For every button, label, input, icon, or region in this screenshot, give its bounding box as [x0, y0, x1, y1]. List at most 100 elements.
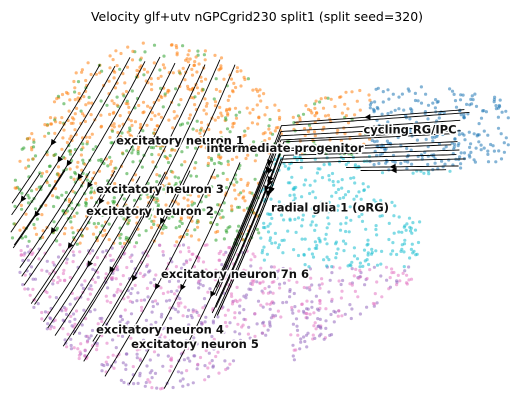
cell-point	[241, 134, 245, 138]
cell-point	[494, 160, 498, 164]
cell-point	[167, 216, 171, 220]
cell-point	[222, 253, 226, 257]
cell-point	[197, 313, 201, 318]
cell-point	[114, 277, 118, 281]
cell-point	[410, 162, 414, 166]
cell-point	[301, 218, 305, 222]
cell-point	[203, 243, 207, 247]
cell-point	[24, 212, 28, 216]
cell-point	[107, 238, 111, 242]
cell-point	[124, 89, 129, 94]
cell-point	[145, 348, 149, 352]
cell-point	[337, 279, 341, 283]
cell-point	[497, 149, 501, 153]
cell-point	[202, 297, 207, 301]
cell-point	[342, 249, 346, 253]
cell-point	[149, 82, 154, 86]
cell-point	[219, 56, 224, 60]
cell-point	[408, 129, 412, 134]
cell-point	[479, 143, 483, 147]
cell-point	[152, 43, 157, 47]
cell-point	[313, 102, 317, 106]
cell-point	[136, 291, 140, 295]
cell-point	[173, 244, 177, 248]
cell-point	[341, 278, 345, 283]
cell-point	[91, 232, 96, 236]
cell-point	[96, 275, 100, 279]
cell-point	[112, 122, 116, 126]
cell-point	[10, 236, 15, 240]
cell-point	[74, 309, 79, 313]
cell-point	[201, 306, 205, 310]
cell-point	[80, 168, 84, 172]
cell-point	[110, 129, 115, 133]
cell-point	[75, 296, 80, 300]
cell-point	[255, 103, 259, 107]
cell-point	[335, 252, 339, 256]
cell-point	[87, 287, 91, 291]
cluster-label: excitatory neuron 3	[96, 182, 224, 196]
cell-point	[217, 68, 221, 72]
cell-point	[89, 196, 94, 200]
cell-point	[145, 264, 149, 268]
cell-point	[82, 95, 86, 99]
cell-point	[18, 228, 22, 232]
cell-point	[119, 289, 123, 293]
cell-point	[308, 267, 312, 271]
cell-point	[135, 352, 139, 356]
cell-point	[117, 124, 121, 128]
cell-point	[40, 310, 44, 315]
cell-point	[329, 97, 333, 101]
cell-point	[206, 161, 210, 165]
cell-point	[186, 346, 190, 351]
cell-point	[61, 271, 65, 276]
cell-point	[419, 85, 423, 89]
cell-point	[395, 283, 399, 287]
cell-point	[189, 188, 193, 192]
cell-point	[73, 170, 77, 175]
cell-point	[469, 97, 473, 101]
cell-point	[314, 294, 318, 298]
cell-point	[196, 49, 200, 53]
cell-point	[104, 249, 109, 253]
cell-point	[224, 367, 228, 372]
cell-point	[336, 187, 341, 192]
cell-point	[183, 305, 187, 309]
cell-point	[161, 327, 165, 331]
cell-point	[54, 296, 59, 300]
cell-point	[261, 321, 265, 325]
cell-point	[58, 121, 62, 125]
cell-point	[256, 122, 260, 126]
streamline-arrowhead	[131, 274, 138, 282]
cell-point	[201, 260, 206, 264]
cell-point	[208, 361, 212, 365]
cell-point	[259, 266, 263, 270]
cell-point	[484, 110, 488, 114]
cell-point	[295, 158, 299, 162]
cell-point	[61, 249, 66, 253]
cell-point	[112, 196, 116, 200]
cell-point	[43, 123, 47, 127]
cell-point	[145, 123, 149, 127]
cell-point	[108, 112, 112, 116]
cell-point	[66, 332, 70, 336]
cell-point	[235, 155, 239, 159]
cell-point	[96, 322, 100, 326]
cell-point	[193, 228, 197, 232]
cell-point	[297, 309, 301, 313]
cell-point	[149, 323, 153, 327]
cell-point	[220, 263, 224, 267]
cell-point	[230, 294, 234, 298]
cell-point	[130, 151, 134, 155]
cell-point	[190, 252, 194, 256]
cell-point	[242, 317, 246, 321]
cell-point	[482, 109, 486, 113]
streamline	[104, 168, 216, 377]
chart-title: Velocity glf+utv nGPCgrid230 split1 (spl…	[91, 9, 423, 24]
cell-point	[116, 130, 120, 135]
cell-point	[100, 369, 104, 373]
cell-point	[303, 237, 307, 241]
cell-point	[350, 90, 354, 94]
cell-point	[88, 135, 92, 139]
